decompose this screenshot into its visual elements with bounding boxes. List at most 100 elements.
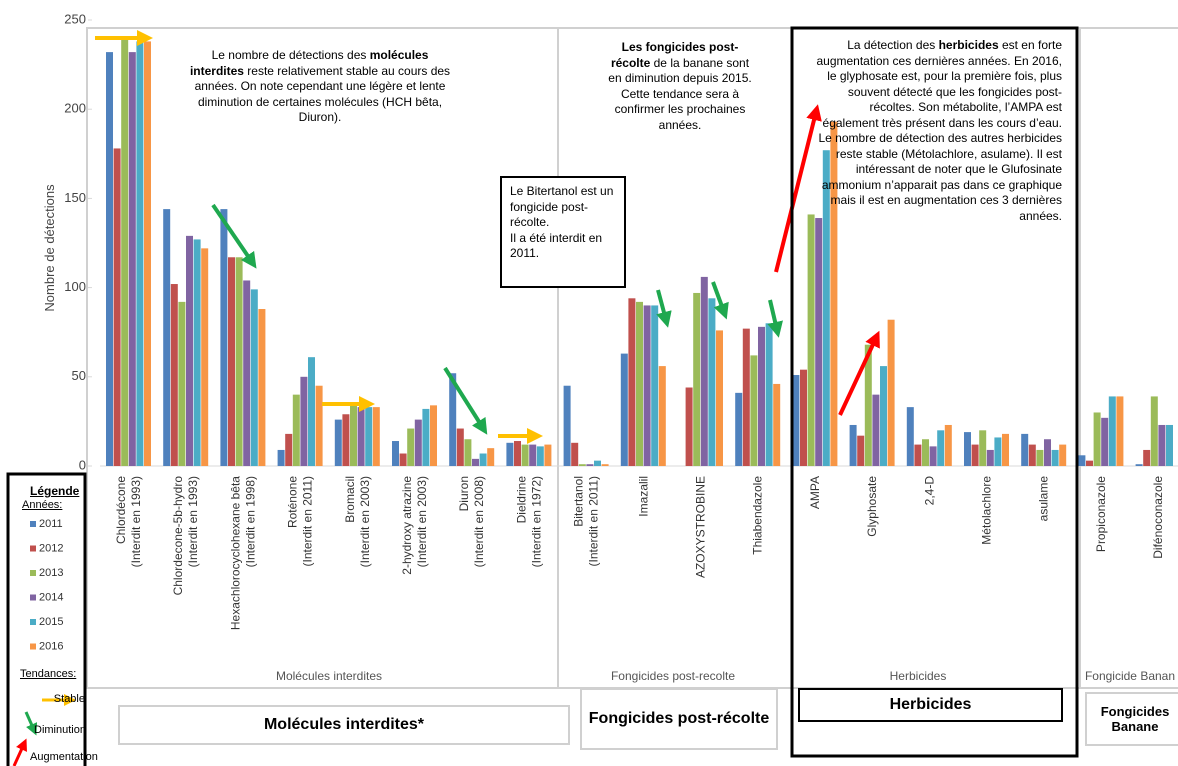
bar <box>300 376 308 466</box>
annotation-paragraph: Les fongicides post-récolte de la banane… <box>605 40 755 133</box>
annotation-text: est en forte augmentation ces dernières … <box>816 38 1062 223</box>
bar <box>994 437 1002 466</box>
y-tick-label: 100 <box>64 279 86 294</box>
annotation-text: La détection des <box>847 38 939 52</box>
bar <box>1158 424 1166 466</box>
legend-trend: Augmentation <box>30 751 98 763</box>
bar <box>750 355 758 466</box>
y-tick-label: 250 <box>64 11 86 26</box>
legend-label: 2012 <box>39 542 63 554</box>
bar <box>929 446 937 466</box>
bar <box>456 428 464 466</box>
annotation-text: molécules interdites <box>189 48 429 78</box>
bar <box>887 319 895 466</box>
annotation-paragraph: La détection des herbicides est en forte… <box>812 38 1062 224</box>
annotation-paragraph: Il a été interdit en 2011. <box>510 231 616 262</box>
bar <box>571 442 579 466</box>
annotation-text: herbicides <box>938 38 999 52</box>
bar <box>407 428 415 466</box>
bar <box>1101 417 1109 466</box>
group-title: Molécules interdites* <box>118 705 570 745</box>
annotation-paragraph: Le nombre de détections des molécules in… <box>185 48 455 126</box>
annotation: La détection des herbicides est en forte… <box>812 38 1062 224</box>
bar <box>258 309 266 466</box>
y-axis-title: Nombre de détections <box>42 184 57 312</box>
bar <box>815 218 823 466</box>
bar <box>1028 444 1036 466</box>
bar <box>658 366 666 466</box>
bar <box>651 305 659 466</box>
bar <box>914 444 922 466</box>
bar <box>685 387 693 466</box>
y-tick-label: 50 <box>72 368 86 383</box>
bar <box>742 328 750 466</box>
bar <box>735 392 743 466</box>
bar <box>1059 444 1067 466</box>
x-tick-label: Métolachlore <box>980 476 994 545</box>
legend-label: 2015 <box>39 616 63 628</box>
bar <box>178 301 186 466</box>
group-label: Molécules interdites <box>276 669 382 683</box>
bar <box>1150 396 1158 466</box>
bar <box>628 298 636 466</box>
x-tick-label: (Interdit en 2008) <box>472 476 486 567</box>
bar <box>308 357 315 466</box>
legend-label: 2014 <box>39 591 63 603</box>
bar <box>514 441 521 466</box>
bar <box>1086 460 1093 466</box>
bar <box>487 448 495 466</box>
bar <box>1143 449 1151 466</box>
y-tick-label: 200 <box>64 101 86 116</box>
bar <box>937 430 945 466</box>
x-tick-label: Chlordécone <box>114 476 128 544</box>
bar <box>594 460 601 466</box>
bar <box>1078 455 1086 466</box>
x-tick-label: Diuron <box>457 476 471 511</box>
bar <box>586 464 594 466</box>
bar <box>220 209 228 466</box>
bar <box>1166 424 1173 466</box>
bar <box>880 366 887 466</box>
x-tick-label: 2,4-D <box>922 476 936 506</box>
bar <box>536 446 544 466</box>
x-tick-label: Bromacil <box>343 476 357 523</box>
bar <box>464 439 472 466</box>
bar <box>792 375 800 466</box>
annotation-paragraph: Le Bitertanol est un fongicide post-réco… <box>510 184 616 231</box>
bar <box>113 148 121 466</box>
bar <box>1044 439 1051 466</box>
bar <box>1116 396 1124 466</box>
bars <box>106 37 1173 467</box>
bar <box>430 405 437 466</box>
bar <box>357 407 365 466</box>
bar <box>758 326 765 466</box>
bar <box>193 239 201 466</box>
bar <box>601 464 609 466</box>
group-label: Herbicides <box>890 669 947 683</box>
group-title: Fongicides post-récolte <box>580 688 778 750</box>
bar <box>315 385 323 466</box>
bar <box>277 449 285 466</box>
bar <box>922 439 929 466</box>
bar <box>243 280 251 466</box>
bar <box>414 419 422 466</box>
bar <box>700 276 708 466</box>
legend-swatch <box>30 521 36 527</box>
bar <box>235 257 243 466</box>
bar <box>716 330 723 466</box>
annotation-text: reste relativement stable au cours des a… <box>194 63 451 125</box>
y-tick-label: 0 <box>79 457 86 472</box>
group-label: Fongicides post-recolte <box>611 669 735 683</box>
legend-swatch <box>30 619 36 625</box>
bar <box>128 52 136 466</box>
bar <box>544 444 552 466</box>
bar <box>350 403 357 466</box>
bar <box>1108 396 1116 466</box>
arrow-decrease <box>656 289 672 328</box>
bar <box>136 41 144 467</box>
x-tick-label: (Interdit en 2011) <box>587 476 601 567</box>
bar <box>1002 433 1009 466</box>
bar <box>1036 449 1044 466</box>
